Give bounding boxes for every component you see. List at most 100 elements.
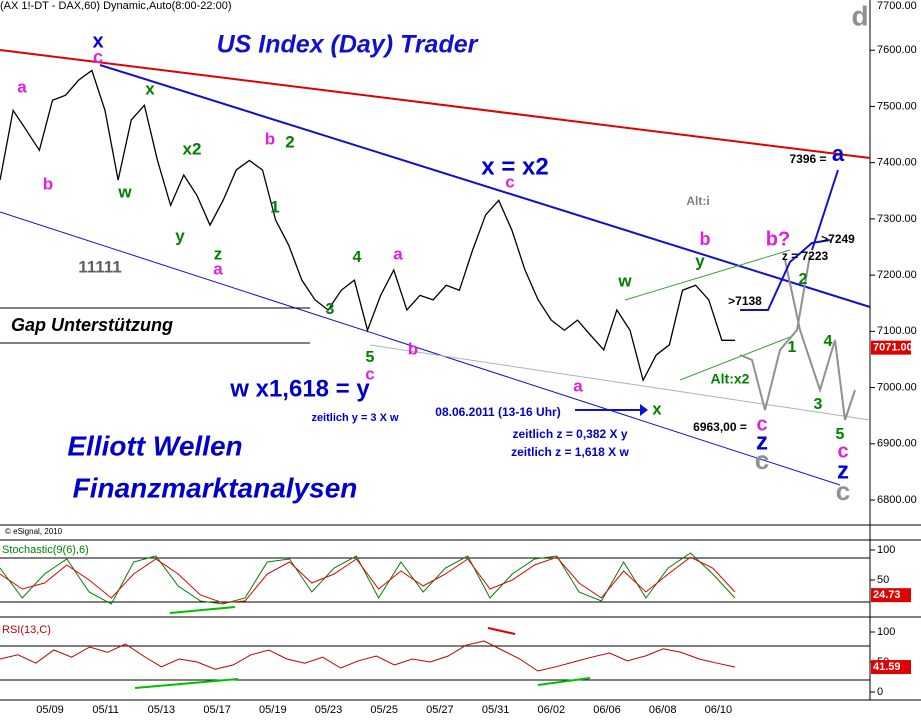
- annotation: zeitlich z = 1,618 X w: [511, 445, 629, 459]
- y-tick-label: 100: [877, 626, 895, 638]
- annotation: z: [214, 244, 223, 263]
- annotation: 1: [788, 339, 797, 356]
- channel-line: [679, 336, 791, 381]
- y-tick-label: 7500.00: [877, 100, 917, 112]
- annotation: c: [93, 47, 103, 67]
- annotation: 2: [799, 271, 808, 288]
- annotation: c: [755, 445, 769, 475]
- x-tick-label: 06/06: [593, 704, 621, 716]
- value-box: [871, 340, 911, 355]
- annotation: c: [836, 476, 850, 506]
- annotation: 3: [814, 396, 823, 413]
- y-tick-label: 7000.00: [877, 381, 917, 393]
- annotation: 6963,00 =: [693, 420, 747, 434]
- annotation: z: [756, 428, 768, 455]
- divergence-line: [169, 606, 236, 614]
- annotation: b: [408, 339, 418, 358]
- x-tick-label: 05/13: [148, 704, 176, 716]
- copyright: © eSignal, 2010: [5, 527, 63, 536]
- annotation: w: [617, 271, 632, 290]
- annotation: Elliott Wellen: [67, 430, 242, 461]
- annotation: 1: [270, 197, 279, 216]
- header: (AX 1!-DT - DAX,60) Dynamic,Auto(8:00-22…: [0, 0, 232, 12]
- series-line: [0, 556, 736, 604]
- annotation: Gap Unterstützung: [11, 315, 173, 335]
- annotation: Alt:i: [686, 194, 709, 208]
- value-box-label: 24.73: [873, 589, 901, 601]
- x-tick-label: 05/31: [482, 704, 510, 716]
- series-line: [0, 69, 735, 383]
- annotation: 2: [285, 132, 294, 151]
- annotation: x2: [183, 139, 202, 158]
- annotation: x: [92, 30, 103, 52]
- x-tick-label: 05/17: [203, 704, 231, 716]
- projection: [739, 254, 811, 411]
- annotation: x: [145, 79, 155, 98]
- panel-title: RSI(13,C): [2, 624, 51, 636]
- series-line: [0, 640, 736, 672]
- y-tick-label: 7600.00: [877, 44, 917, 56]
- annotation: b: [43, 174, 53, 193]
- x-tick-label: 06/02: [538, 704, 566, 716]
- y-tick-label: 7100.00: [877, 325, 917, 337]
- annotation: zeitlich y = 3 X w: [311, 412, 399, 424]
- value-box-label: 41.59: [873, 661, 901, 673]
- annotation: b: [700, 229, 711, 249]
- annotation: 5: [836, 426, 845, 443]
- trend-line: [0, 49, 871, 159]
- annotation: zeitlich z = 0,382 X y: [512, 427, 627, 441]
- arrow-head: [640, 404, 648, 416]
- annotation: >7138: [728, 294, 762, 308]
- annotation: c: [365, 364, 374, 383]
- annotation: 5: [366, 349, 375, 366]
- y-tick-label: 100: [877, 544, 895, 556]
- x-tick-label: 05/23: [315, 704, 343, 716]
- y-tick-label: 7400.00: [877, 157, 917, 169]
- panel-title: Stochastic(9(6),6): [2, 544, 89, 556]
- trend-line: [99, 64, 871, 308]
- annotation: w x1,618 = y: [229, 375, 370, 402]
- annotation: x = x2: [481, 153, 548, 180]
- projection: [784, 259, 856, 421]
- annotation: >7249: [821, 232, 855, 246]
- annotation: y: [695, 251, 705, 270]
- annotation: a: [213, 259, 223, 278]
- x-tick-label: 06/10: [705, 704, 733, 716]
- y-tick-label: 7200.00: [877, 269, 917, 281]
- projection: [811, 169, 839, 251]
- y-tick-label: 6900.00: [877, 438, 917, 450]
- y-tick-label: 7700.00: [877, 0, 917, 12]
- annotation: z = 7223: [782, 249, 829, 263]
- annotation: a: [393, 244, 403, 263]
- x-tick-label: 06/08: [649, 704, 677, 716]
- value-box: [871, 588, 911, 603]
- x-tick-label: 05/27: [426, 704, 454, 716]
- annotation: c: [756, 413, 767, 435]
- annotation: 3: [326, 301, 335, 318]
- y-tick-label: 0: [877, 686, 883, 698]
- annotation: a: [573, 376, 583, 395]
- annotation: Finanzmarktanalysen: [73, 472, 358, 503]
- annotation: 4: [353, 249, 362, 266]
- divergence-line: [487, 627, 516, 635]
- annotation: 08.06.2011 (13-16 Uhr): [435, 405, 560, 419]
- annotation: c: [837, 440, 848, 462]
- chart-title: US Index (Day) Trader: [217, 31, 479, 59]
- annotation: a: [832, 141, 845, 166]
- channel-line: [624, 249, 791, 301]
- annotation: 7396 =: [789, 152, 826, 166]
- annotation: b: [265, 129, 275, 148]
- y-tick-label: 7300.00: [877, 213, 917, 225]
- x-tick-label: 05/11: [92, 704, 119, 716]
- divergence-line: [537, 677, 591, 686]
- x-tick-label: 05/09: [36, 704, 64, 716]
- series-line: [0, 552, 736, 605]
- annotation: y: [175, 226, 185, 245]
- annotation: 4: [824, 333, 833, 350]
- value-box-label: 7071.00: [873, 342, 913, 354]
- annotation: d: [851, 0, 868, 31]
- annotation: Alt:x2: [711, 371, 750, 387]
- annotation: c: [505, 172, 514, 191]
- trend-line: [369, 344, 871, 421]
